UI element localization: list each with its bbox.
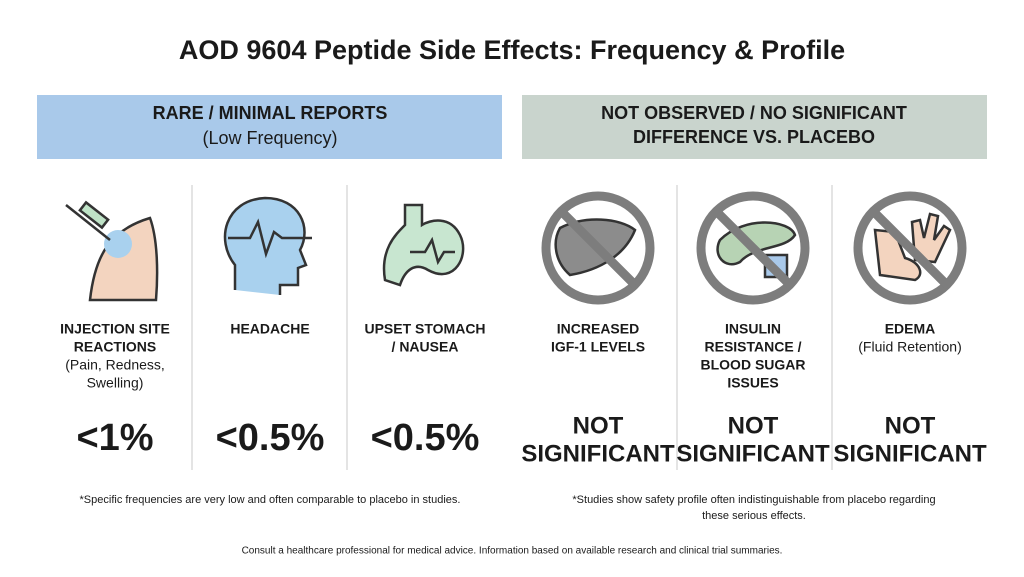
header-box bbox=[522, 95, 987, 159]
item-value: NOT bbox=[885, 412, 936, 439]
item-value: NOT bbox=[728, 412, 779, 439]
item-label: INCREASED bbox=[557, 321, 639, 337]
item-label: IGF-1 LEVELS bbox=[551, 339, 645, 355]
item-label: BLOOD SUGAR bbox=[701, 357, 806, 373]
section-subheader: (Low Frequency) bbox=[202, 128, 337, 148]
disclaimer: Consult a healthcare professional for me… bbox=[242, 546, 783, 557]
injection-icon bbox=[65, 200, 159, 302]
prohibition-signs bbox=[541, 191, 967, 305]
item-value: SIGNIFICANT bbox=[521, 440, 675, 467]
item-value: <0.5% bbox=[371, 417, 480, 459]
section-header: DIFFERENCE VS. PLACEBO bbox=[633, 127, 875, 147]
item-label: EDEMA bbox=[885, 321, 936, 337]
footnote: *Studies show safety profile often indis… bbox=[572, 494, 935, 506]
item-value: <1% bbox=[76, 417, 153, 459]
item-detail: (Pain, Redness, bbox=[65, 357, 165, 373]
title: AOD 9604 Peptide Side Effects: Frequency… bbox=[179, 35, 845, 65]
item-value: <0.5% bbox=[216, 417, 325, 459]
section-header: RARE / MINIMAL REPORTS bbox=[153, 103, 388, 123]
edema-icon bbox=[873, 212, 952, 282]
item-detail: (Fluid Retention) bbox=[858, 339, 962, 355]
headache-icon bbox=[223, 196, 312, 295]
item-label: RESISTANCE / bbox=[705, 339, 802, 355]
item-label: INJECTION SITE bbox=[60, 321, 170, 337]
stomach-icon bbox=[382, 203, 465, 287]
item-label: REACTIONS bbox=[74, 339, 156, 355]
item-label: HEADACHE bbox=[230, 321, 309, 337]
item-value: SIGNIFICANT bbox=[833, 440, 987, 467]
footnote: *Specific frequencies are very low and o… bbox=[80, 494, 461, 506]
section-header: NOT OBSERVED / NO SIGNIFICANT bbox=[601, 103, 907, 123]
item-value: SIGNIFICANT bbox=[676, 440, 830, 467]
dividers bbox=[191, 185, 833, 470]
footnote: these serious effects. bbox=[702, 510, 806, 522]
header-box bbox=[37, 95, 502, 159]
item-detail: Swelling) bbox=[87, 375, 144, 391]
item-label: ISSUES bbox=[727, 375, 778, 391]
item-label: / NAUSEA bbox=[392, 339, 459, 355]
item-label: UPSET STOMACH bbox=[364, 321, 485, 337]
item-value: NOT bbox=[573, 412, 624, 439]
item-label: INSULIN bbox=[725, 321, 781, 337]
